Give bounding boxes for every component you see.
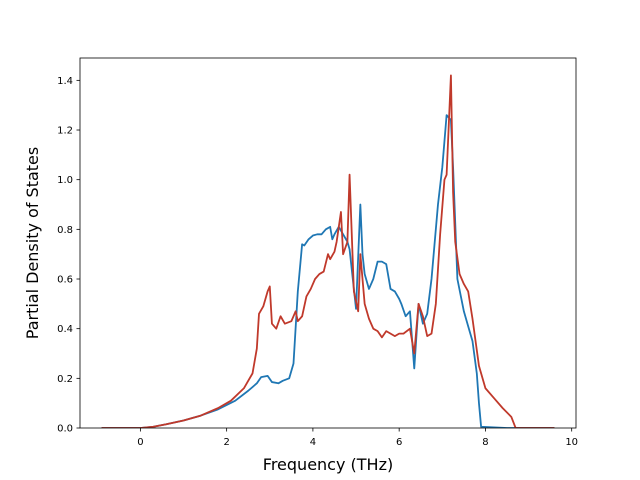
x-tick-label-0: 0: [137, 437, 143, 448]
y-tick-label-3: 0.6: [57, 275, 73, 286]
x-tick-label-2: 4: [310, 437, 316, 448]
series-line-2: [101, 74, 555, 428]
series-layer: [101, 74, 555, 428]
y-axis-label: Partial Density of States: [23, 147, 42, 339]
y-tick-label-0: 0.0: [57, 424, 73, 435]
y-tick-label-2: 0.4: [57, 324, 73, 335]
y-axis-ticks: 0.0 0.2 0.4 0.6 0.8 1.0 1.2 1.4: [57, 76, 80, 435]
x-tick-label-5: 10: [565, 437, 578, 448]
x-tick-label-1: 2: [223, 437, 229, 448]
y-tick-label-5: 1.0: [57, 175, 73, 186]
y-tick-label-7: 1.4: [57, 76, 73, 87]
x-tick-label-4: 8: [482, 437, 488, 448]
y-tick-label-4: 0.8: [57, 225, 73, 236]
x-axis-ticks: 0 2 4 6 8 10: [137, 428, 578, 448]
y-tick-label-6: 1.2: [57, 126, 73, 137]
plot-frame: [79, 57, 577, 429]
x-tick-label-3: 6: [396, 437, 402, 448]
x-axis-label: Frequency (THz): [263, 455, 393, 474]
y-tick-label-1: 0.2: [57, 374, 73, 385]
